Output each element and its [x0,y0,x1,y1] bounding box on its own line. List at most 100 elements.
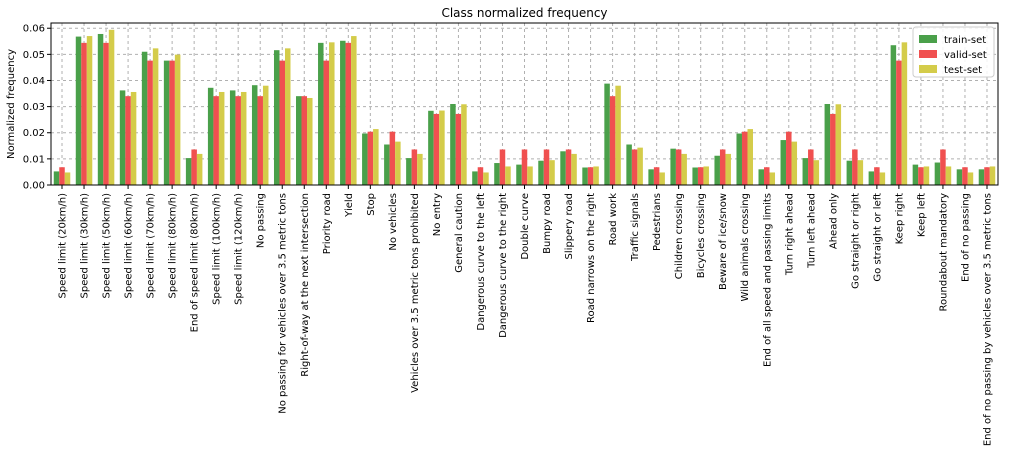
bar-valid-set [81,42,87,185]
bar-test-set [769,172,776,185]
x-axis: Speed limit (20km/h) Speed limit (30km/h)… [58,185,993,446]
bar-valid-set [587,167,594,185]
x-tick-label: Roundabout mandatory [938,193,949,312]
bar-valid-set [125,96,131,185]
bar-valid-set [653,167,660,185]
bar-test-set [989,166,996,185]
bar-test-set [879,172,886,185]
bar-test-set [461,104,467,185]
bar-valid-set [719,149,726,185]
bar-test-set [549,160,555,185]
bar-train-set [97,33,104,185]
bar-test-set [835,104,842,185]
bar-valid-set [477,167,484,185]
bar-valid-set [411,149,418,185]
bar-train-set [582,167,588,185]
bar-train-set [251,85,258,185]
bar-valid-set [455,113,462,185]
bar-valid-set [896,60,902,185]
bar-train-set [846,160,853,185]
x-tick-label: Pedestrians [652,193,663,251]
bar-test-set [351,36,357,186]
y-tick-label: 0.03 [23,102,45,113]
bar-train-set [141,51,148,185]
bar-train-set [604,83,610,185]
x-tick-label: Keep left [916,193,927,237]
bar-valid-set [918,167,924,185]
bar-test-set [659,172,665,185]
bar-test-set [64,172,71,185]
x-tick-label: Go straight or left [872,193,883,282]
x-tick-label: Speed limit (30km/h) [80,193,91,299]
bar-test-set [417,153,423,185]
bar-valid-set [543,149,550,185]
legend-label-valid-set: valid-set [944,50,987,61]
y-tick-label: 0.05 [23,50,45,61]
bar-valid-set [962,167,968,185]
y-axis-title: Normalized frequency [6,49,17,159]
legend-swatch-train-set [919,35,937,43]
bar-train-set [185,158,192,185]
bar-valid-set [874,167,880,185]
bar-test-set [152,48,159,186]
bar-train-set [207,87,214,185]
bar-valid-set [565,149,572,185]
bar-test-set [395,141,401,185]
x-tick-label: Vehicles over 3.5 metric tons prohibited [410,193,421,393]
bar-valid-set [235,96,241,185]
x-tick-label: Yield [344,193,355,218]
y-axis: 0.00 0.01 0.02 0.03 0.04 0.05 0.06 [23,24,51,192]
bar-train-set [824,104,831,185]
x-tick-label: Speed limit (120km/h) [234,193,245,305]
x-tick-label: Right-of-way at the next intersection [300,193,311,377]
bar-valid-set [521,149,528,185]
bar-valid-set [697,167,704,185]
bar-test-set [571,153,577,185]
bar-train-set [648,169,654,185]
x-tick-label: Stop [366,193,377,216]
bar-test-set [240,91,247,185]
bar-test-set [703,166,709,185]
bar-valid-set [345,42,352,185]
bar-test-set [747,129,753,185]
bar-train-set [560,151,566,185]
bar-valid-set [786,131,792,185]
bar-train-set [758,169,765,185]
bar-train-set [494,163,500,185]
bar-test-set [505,166,511,185]
bar-train-set [714,155,720,185]
x-tick-label: Bumpy road [542,193,553,254]
x-tick-label: Turn left ahead [806,193,817,269]
x-tick-label: Traffic signals [630,193,641,262]
bar-test-set [681,153,687,185]
bar-valid-set [830,113,836,185]
x-tick-label: Dangerous curve to the left [476,193,487,331]
bar-test-set [901,42,908,186]
x-tick-label: No passing [256,193,267,248]
x-tick-label: Dangerous curve to the right [498,193,509,338]
bar-train-set [384,144,390,185]
x-tick-label: No vehicles [388,193,399,251]
bar-train-set [340,40,346,185]
bar-train-set [229,90,236,185]
bar-test-set [813,160,820,185]
bar-valid-set [764,167,770,185]
x-tick-label: Speed limit (70km/h) [146,193,157,299]
bar-train-set [450,104,456,185]
bar-valid-set [301,96,308,185]
bar-test-set [857,160,864,185]
x-tick-label: Turn right ahead [784,193,795,276]
bar-test-set [307,97,313,185]
bar-test-set [967,172,974,185]
bar-test-set [373,129,379,185]
bar-train-set [956,169,963,185]
bar-test-set [196,153,203,185]
bar-valid-set [257,96,263,185]
x-tick-label: Keep right [894,193,905,244]
bar-valid-set [103,42,109,185]
x-tick-label: Beware of ice/snow [718,193,729,290]
bar-test-set [262,85,269,185]
bar-test-set [439,110,445,185]
x-tick-label: End of no passing [960,193,971,282]
bar-valid-set [940,149,946,185]
